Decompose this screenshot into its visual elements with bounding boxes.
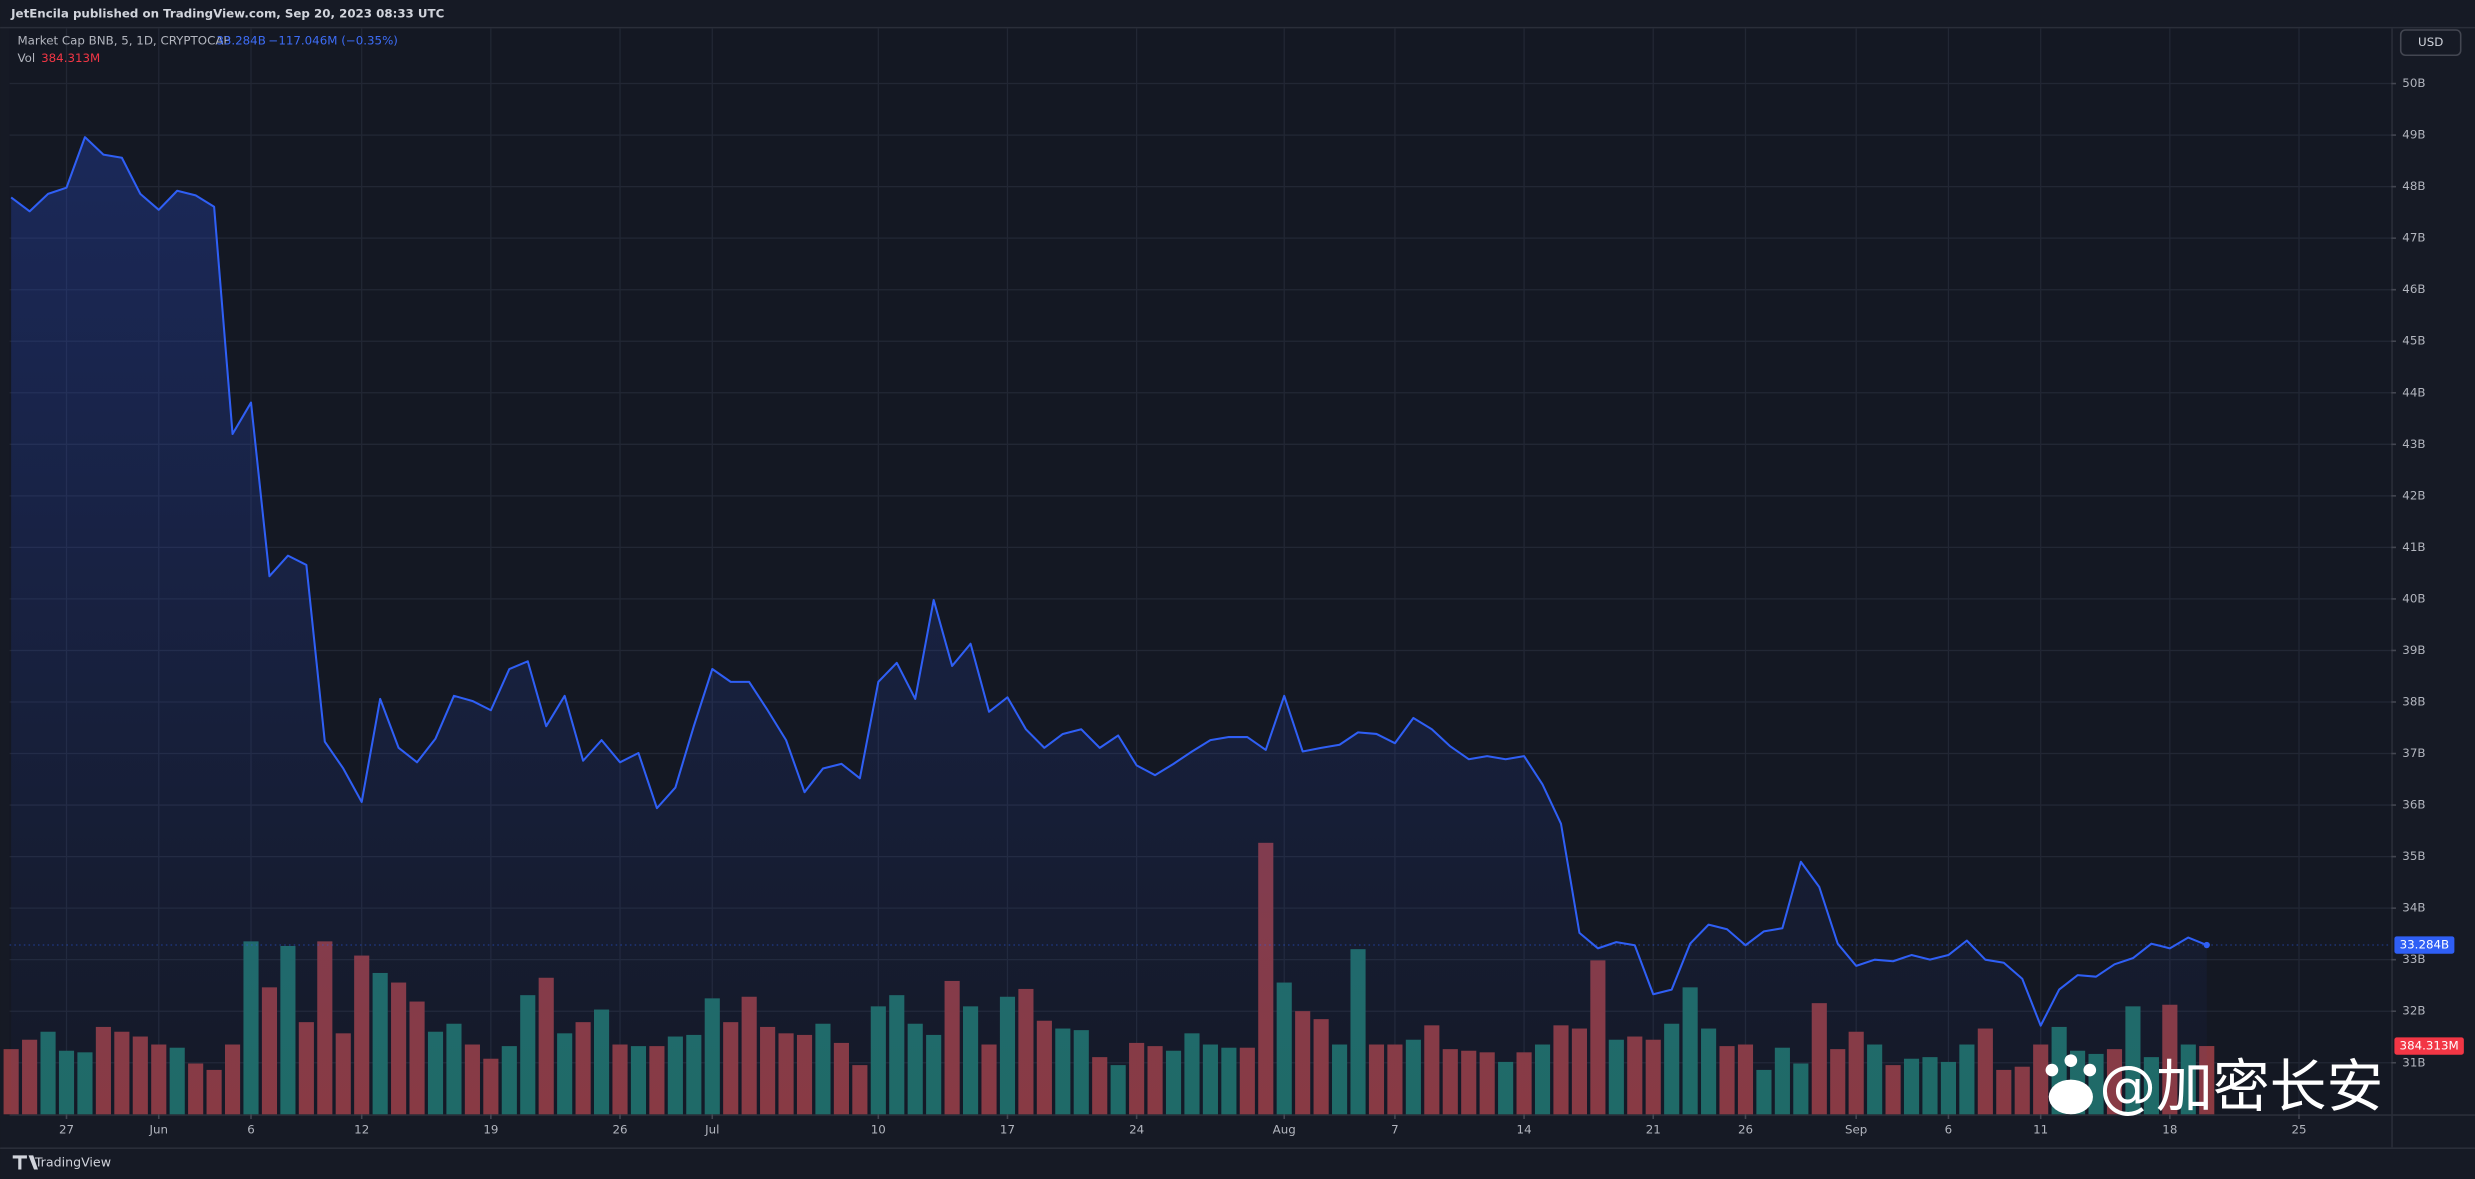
y-tick-label: 47B (2402, 231, 2425, 245)
last-point (2203, 941, 2210, 949)
price-line (10, 136, 2208, 1027)
x-tick-label: Aug (1273, 1123, 1296, 1137)
x-tick-label: Jul (704, 1123, 719, 1137)
last-price-box (2394, 936, 2455, 954)
y-tick-label: 42B (2402, 488, 2425, 502)
price-series (9, 136, 2392, 1115)
area-fill (11, 137, 2207, 1115)
x-tick-label: 26 (1738, 1123, 1753, 1137)
y-tick-label: 33B (2402, 952, 2425, 966)
x-tick-label: 19 (483, 1123, 498, 1137)
y-tick-label: 46B (2402, 282, 2425, 296)
x-tick-label: 25 (2291, 1123, 2306, 1137)
currency[interactable]: USD (2418, 35, 2443, 49)
x-tick-label: 6 (1945, 1123, 1953, 1137)
watermark: @加密长安 (2099, 1054, 2383, 1120)
last-price-label: 33.284B (2400, 938, 2450, 952)
y-tick-label: 37B (2402, 746, 2425, 760)
y-tick-label: 48B (2402, 179, 2425, 193)
x-tick-label: 21 (1646, 1123, 1661, 1137)
y-tick-label: 43B (2402, 437, 2425, 451)
series-last-value: 33.284B (216, 34, 266, 48)
y-tick-label: 45B (2402, 334, 2425, 348)
x-tick-label: 27 (59, 1123, 74, 1137)
volume-last-value: 384.313M (41, 51, 100, 65)
x-tick-label: Sep (1845, 1123, 1867, 1137)
y-tick-label: 39B (2402, 643, 2425, 657)
y-tick-label: 40B (2402, 591, 2425, 605)
series-name: Market Cap BNB, 5, 1D, CRYPTOCAP (17, 34, 230, 48)
footer-brand: TradingView (34, 1155, 111, 1170)
volume-last-label: 384.313M (2400, 1039, 2459, 1053)
currency-box[interactable] (2399, 29, 2462, 57)
y-tick-label: 49B (2402, 128, 2425, 142)
y-tick-label: 35B (2402, 849, 2425, 863)
x-tick-label: 11 (2033, 1123, 2048, 1137)
x-tick-label: 6 (247, 1123, 255, 1137)
x-tick-label: 10 (871, 1123, 886, 1137)
footer-logo (12, 1155, 38, 1170)
y-tick-label: 50B (2402, 76, 2425, 90)
y-tick-label: 44B (2402, 385, 2425, 399)
x-tick-label: 18 (2162, 1123, 2177, 1137)
y-tick-label: 32B (2402, 1004, 2425, 1018)
x-tick-label: 7 (1391, 1123, 1399, 1137)
y-tick-label: 36B (2402, 798, 2425, 812)
publisher: JetEncila published on TradingView.com, … (10, 7, 444, 21)
y-tick-label: 38B (2402, 694, 2425, 708)
x-tick-label: 26 (612, 1123, 627, 1137)
volume-last-box (2394, 1037, 2464, 1055)
x-tick-label: 17 (1000, 1123, 1015, 1137)
y-tick-label: 31B (2402, 1055, 2425, 1069)
volume-name: Vol (17, 51, 35, 65)
y-tick-label: 41B (2402, 540, 2425, 554)
y-tick-label: 34B (2402, 901, 2425, 915)
watermark-icon (2045, 1054, 2097, 1115)
series-change: −117.046M (−0.35%) (268, 34, 398, 48)
x-tick-label: Jun (149, 1123, 168, 1137)
labels: 31B 32B 33B 34B 35B 36B 37B 38B 39B 40B 41B 42B 43B 4… (59, 76, 2464, 1137)
x-tick-label: 24 (1129, 1123, 1144, 1137)
x-tick-label: 12 (354, 1123, 369, 1137)
x-tick-label: 14 (1517, 1123, 1532, 1137)
